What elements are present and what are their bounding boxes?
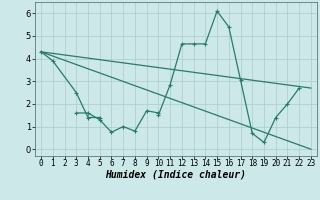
X-axis label: Humidex (Indice chaleur): Humidex (Indice chaleur) (106, 170, 246, 180)
